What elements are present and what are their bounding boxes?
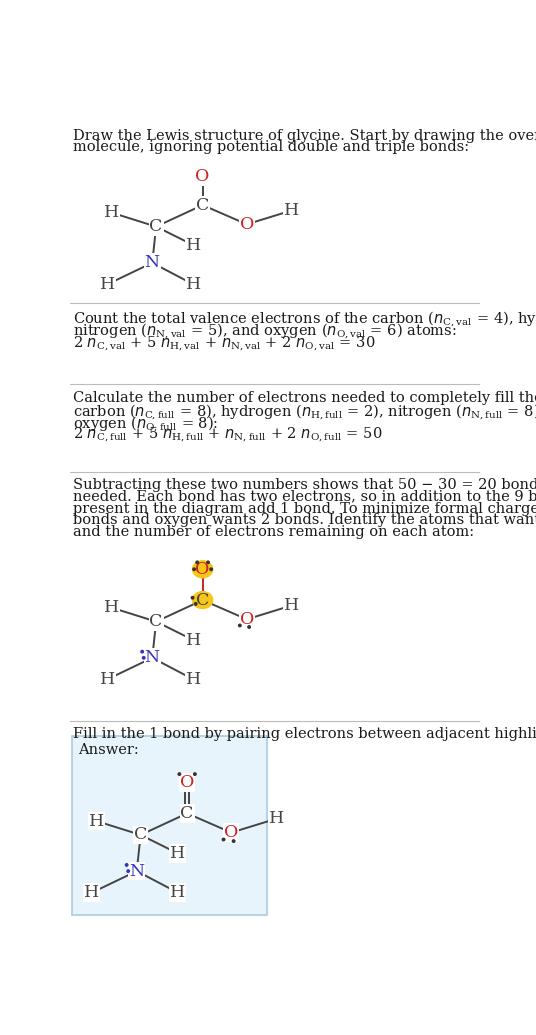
Circle shape: [248, 626, 250, 628]
Text: Draw the Lewis structure of glycine. Start by drawing the overall structure of t: Draw the Lewis structure of glycine. Sta…: [73, 128, 536, 143]
Text: O: O: [196, 168, 210, 185]
Text: 2 $n_{\mathregular{C,val}}$ + 5 $n_{\mathregular{H,val}}$ + $n_{\mathregular{N,v: 2 $n_{\mathregular{C,val}}$ + 5 $n_{\mat…: [73, 333, 376, 353]
Circle shape: [239, 624, 241, 627]
Text: H: H: [185, 631, 201, 649]
Text: 2 $n_{\mathregular{C,full}}$ + 5 $n_{\mathregular{H,full}}$ + $n_{\mathregular{N: 2 $n_{\mathregular{C,full}}$ + 5 $n_{\ma…: [73, 425, 383, 444]
Text: H: H: [100, 276, 115, 293]
Text: H: H: [284, 597, 300, 614]
Text: H: H: [185, 237, 201, 254]
Text: C: C: [134, 826, 147, 844]
Text: and the number of electrons remaining on each atom:: and the number of electrons remaining on…: [73, 525, 474, 538]
Text: Count the total valence electrons of the carbon ($n_{\mathregular{C,val}}$ = 4),: Count the total valence electrons of the…: [73, 309, 536, 329]
Text: H: H: [185, 276, 201, 293]
Text: C: C: [196, 592, 210, 609]
Circle shape: [222, 838, 225, 840]
Text: C: C: [181, 805, 194, 822]
Text: H: H: [84, 884, 99, 901]
Text: bonds and oxygen wants 2 bonds. Identify the atoms that want additional bonds: bonds and oxygen wants 2 bonds. Identify…: [73, 513, 536, 527]
Text: O: O: [224, 824, 239, 841]
Text: present in the diagram add 1 bond. To minimize formal charge carbon wants 4: present in the diagram add 1 bond. To mi…: [73, 502, 536, 515]
Text: H: H: [100, 671, 115, 688]
Text: C: C: [150, 218, 163, 235]
FancyBboxPatch shape: [72, 736, 267, 915]
Circle shape: [196, 561, 198, 564]
Text: O: O: [240, 611, 254, 628]
Circle shape: [233, 839, 235, 842]
Text: O: O: [240, 216, 254, 233]
Text: Fill in the 1 bond by pairing electrons between adjacent highlighted atoms:: Fill in the 1 bond by pairing electrons …: [73, 728, 536, 741]
Text: H: H: [170, 884, 185, 901]
Ellipse shape: [192, 561, 213, 578]
Circle shape: [125, 864, 128, 866]
Text: C: C: [196, 197, 210, 213]
Circle shape: [193, 568, 195, 570]
Circle shape: [178, 773, 181, 775]
Text: H: H: [105, 599, 120, 616]
Circle shape: [207, 561, 209, 564]
Text: O: O: [180, 774, 195, 791]
Text: C: C: [150, 613, 163, 630]
Text: N: N: [145, 255, 160, 271]
Circle shape: [193, 773, 196, 775]
Text: needed. Each bond has two electrons, so in addition to the 9 bonds already: needed. Each bond has two electrons, so …: [73, 490, 536, 504]
Circle shape: [210, 568, 212, 570]
Circle shape: [143, 656, 145, 659]
Text: H: H: [284, 202, 300, 219]
Text: Calculate the number of electrons needed to completely fill the valence shells f: Calculate the number of electrons needed…: [73, 390, 536, 405]
Text: carbon ($n_{\mathregular{C,full}}$ = 8), hydrogen ($n_{\mathregular{H,full}}$ = : carbon ($n_{\mathregular{C,full}}$ = 8),…: [73, 403, 536, 422]
Text: oxygen ($n_{\mathregular{O,full}}$ = 8):: oxygen ($n_{\mathregular{O,full}}$ = 8):: [73, 414, 219, 434]
Text: H: H: [105, 204, 120, 221]
Text: H: H: [89, 812, 104, 829]
Text: H: H: [185, 671, 201, 688]
Circle shape: [127, 869, 130, 873]
Text: N: N: [129, 862, 144, 880]
Ellipse shape: [192, 592, 213, 609]
Text: N: N: [145, 649, 160, 667]
Text: Subtracting these two numbers shows that 50 − 30 = 20 bonding electrons are: Subtracting these two numbers shows that…: [73, 478, 536, 493]
Circle shape: [191, 596, 194, 599]
Text: molecule, ignoring potential double and triple bonds:: molecule, ignoring potential double and …: [73, 140, 470, 153]
Circle shape: [195, 602, 197, 605]
Text: H: H: [269, 810, 284, 827]
Text: O: O: [196, 561, 210, 578]
Text: nitrogen ($n_{\mathregular{N,val}}$ = 5), and oxygen ($n_{\mathregular{O,val}}$ : nitrogen ($n_{\mathregular{N,val}}$ = 5)…: [73, 321, 457, 342]
Text: H: H: [170, 845, 185, 862]
Circle shape: [141, 650, 144, 653]
Text: Answer:: Answer:: [78, 742, 139, 757]
